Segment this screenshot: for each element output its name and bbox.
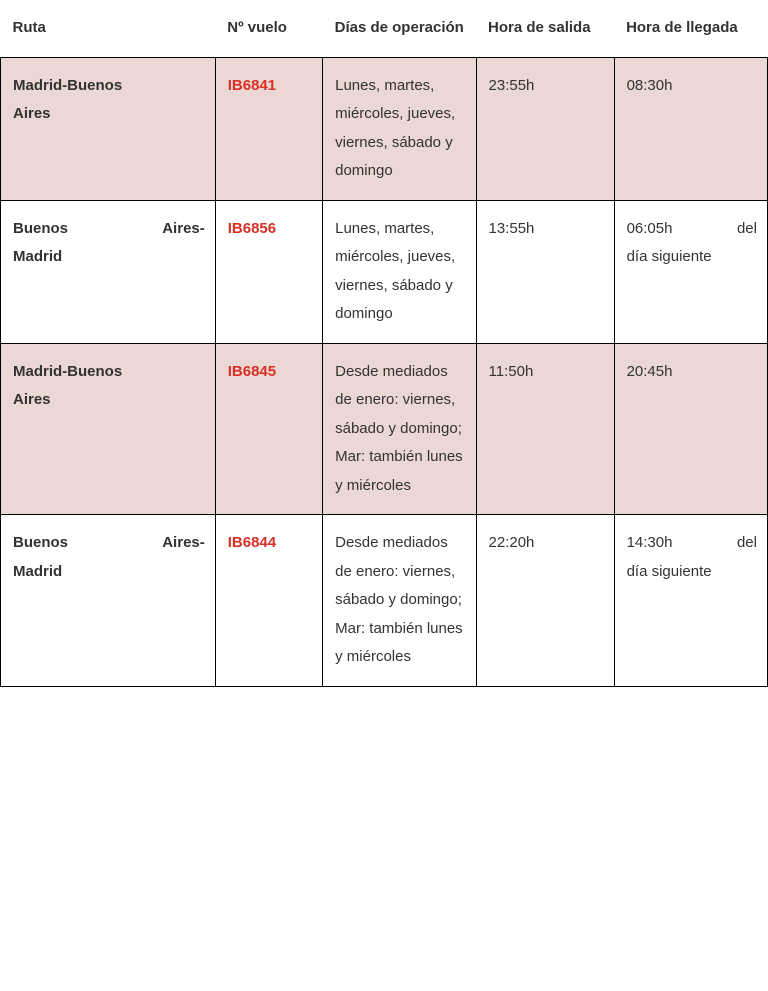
arrival-line: 06:05h del [627,215,757,244]
arrival-line: 14:30h del [627,529,757,558]
cell-days: Lunes, martes, miércoles, jueves, vierne… [323,57,476,200]
route-line: Buenos Aires- [13,529,205,558]
route-line: Aires [13,386,205,415]
cell-route: Madrid-BuenosAires [1,343,216,515]
table-body: Madrid-BuenosAiresIB6841Lunes, martes, m… [1,57,768,686]
cell-arrival: 08:30h [614,57,767,200]
cell-flight-number: IB6844 [215,515,322,687]
arrival-line: día siguiente [627,243,757,272]
col-header-arrival: Hora de llegada [614,0,767,57]
cell-departure: 13:55h [476,200,614,343]
route-line: Aires [13,100,205,129]
cell-departure: 11:50h [476,343,614,515]
cell-days: Lunes, martes, miércoles, jueves, vierne… [323,200,476,343]
cell-flight-number: IB6856 [215,200,322,343]
cell-days: Desde mediados de enero: viernes, sábado… [323,515,476,687]
table-row: Buenos Aires-MadridIB6856Lunes, martes, … [1,200,768,343]
cell-route: Buenos Aires-Madrid [1,200,216,343]
cell-arrival: 06:05h deldía siguiente [614,200,767,343]
flight-schedule-table: Ruta Nº vuelo Días de operación Hora de … [0,0,768,687]
cell-route: Madrid-BuenosAires [1,57,216,200]
route-line: Madrid-Buenos [13,358,205,387]
cell-route: Buenos Aires-Madrid [1,515,216,687]
cell-flight-number: IB6845 [215,343,322,515]
cell-flight-number: IB6841 [215,57,322,200]
cell-departure: 23:55h [476,57,614,200]
col-header-days: Días de operación [323,0,476,57]
route-line: Madrid [13,558,205,587]
table-row: Madrid-BuenosAiresIB6841Lunes, martes, m… [1,57,768,200]
col-header-route: Ruta [1,0,216,57]
arrival-line: día siguiente [627,558,757,587]
cell-arrival: 20:45h [614,343,767,515]
cell-departure: 22:20h [476,515,614,687]
cell-arrival: 14:30h deldía siguiente [614,515,767,687]
cell-days: Desde mediados de enero: viernes, sábado… [323,343,476,515]
table-row: Madrid-BuenosAiresIB6845Desde mediados d… [1,343,768,515]
flight-schedule-table-container: Ruta Nº vuelo Días de operación Hora de … [0,0,768,687]
col-header-flight: Nº vuelo [215,0,322,57]
route-line: Madrid-Buenos [13,72,205,101]
route-line: Buenos Aires- [13,215,205,244]
table-header-row: Ruta Nº vuelo Días de operación Hora de … [1,0,768,57]
route-line: Madrid [13,243,205,272]
table-row: Buenos Aires-MadridIB6844Desde mediados … [1,515,768,687]
col-header-departure: Hora de salida [476,0,614,57]
